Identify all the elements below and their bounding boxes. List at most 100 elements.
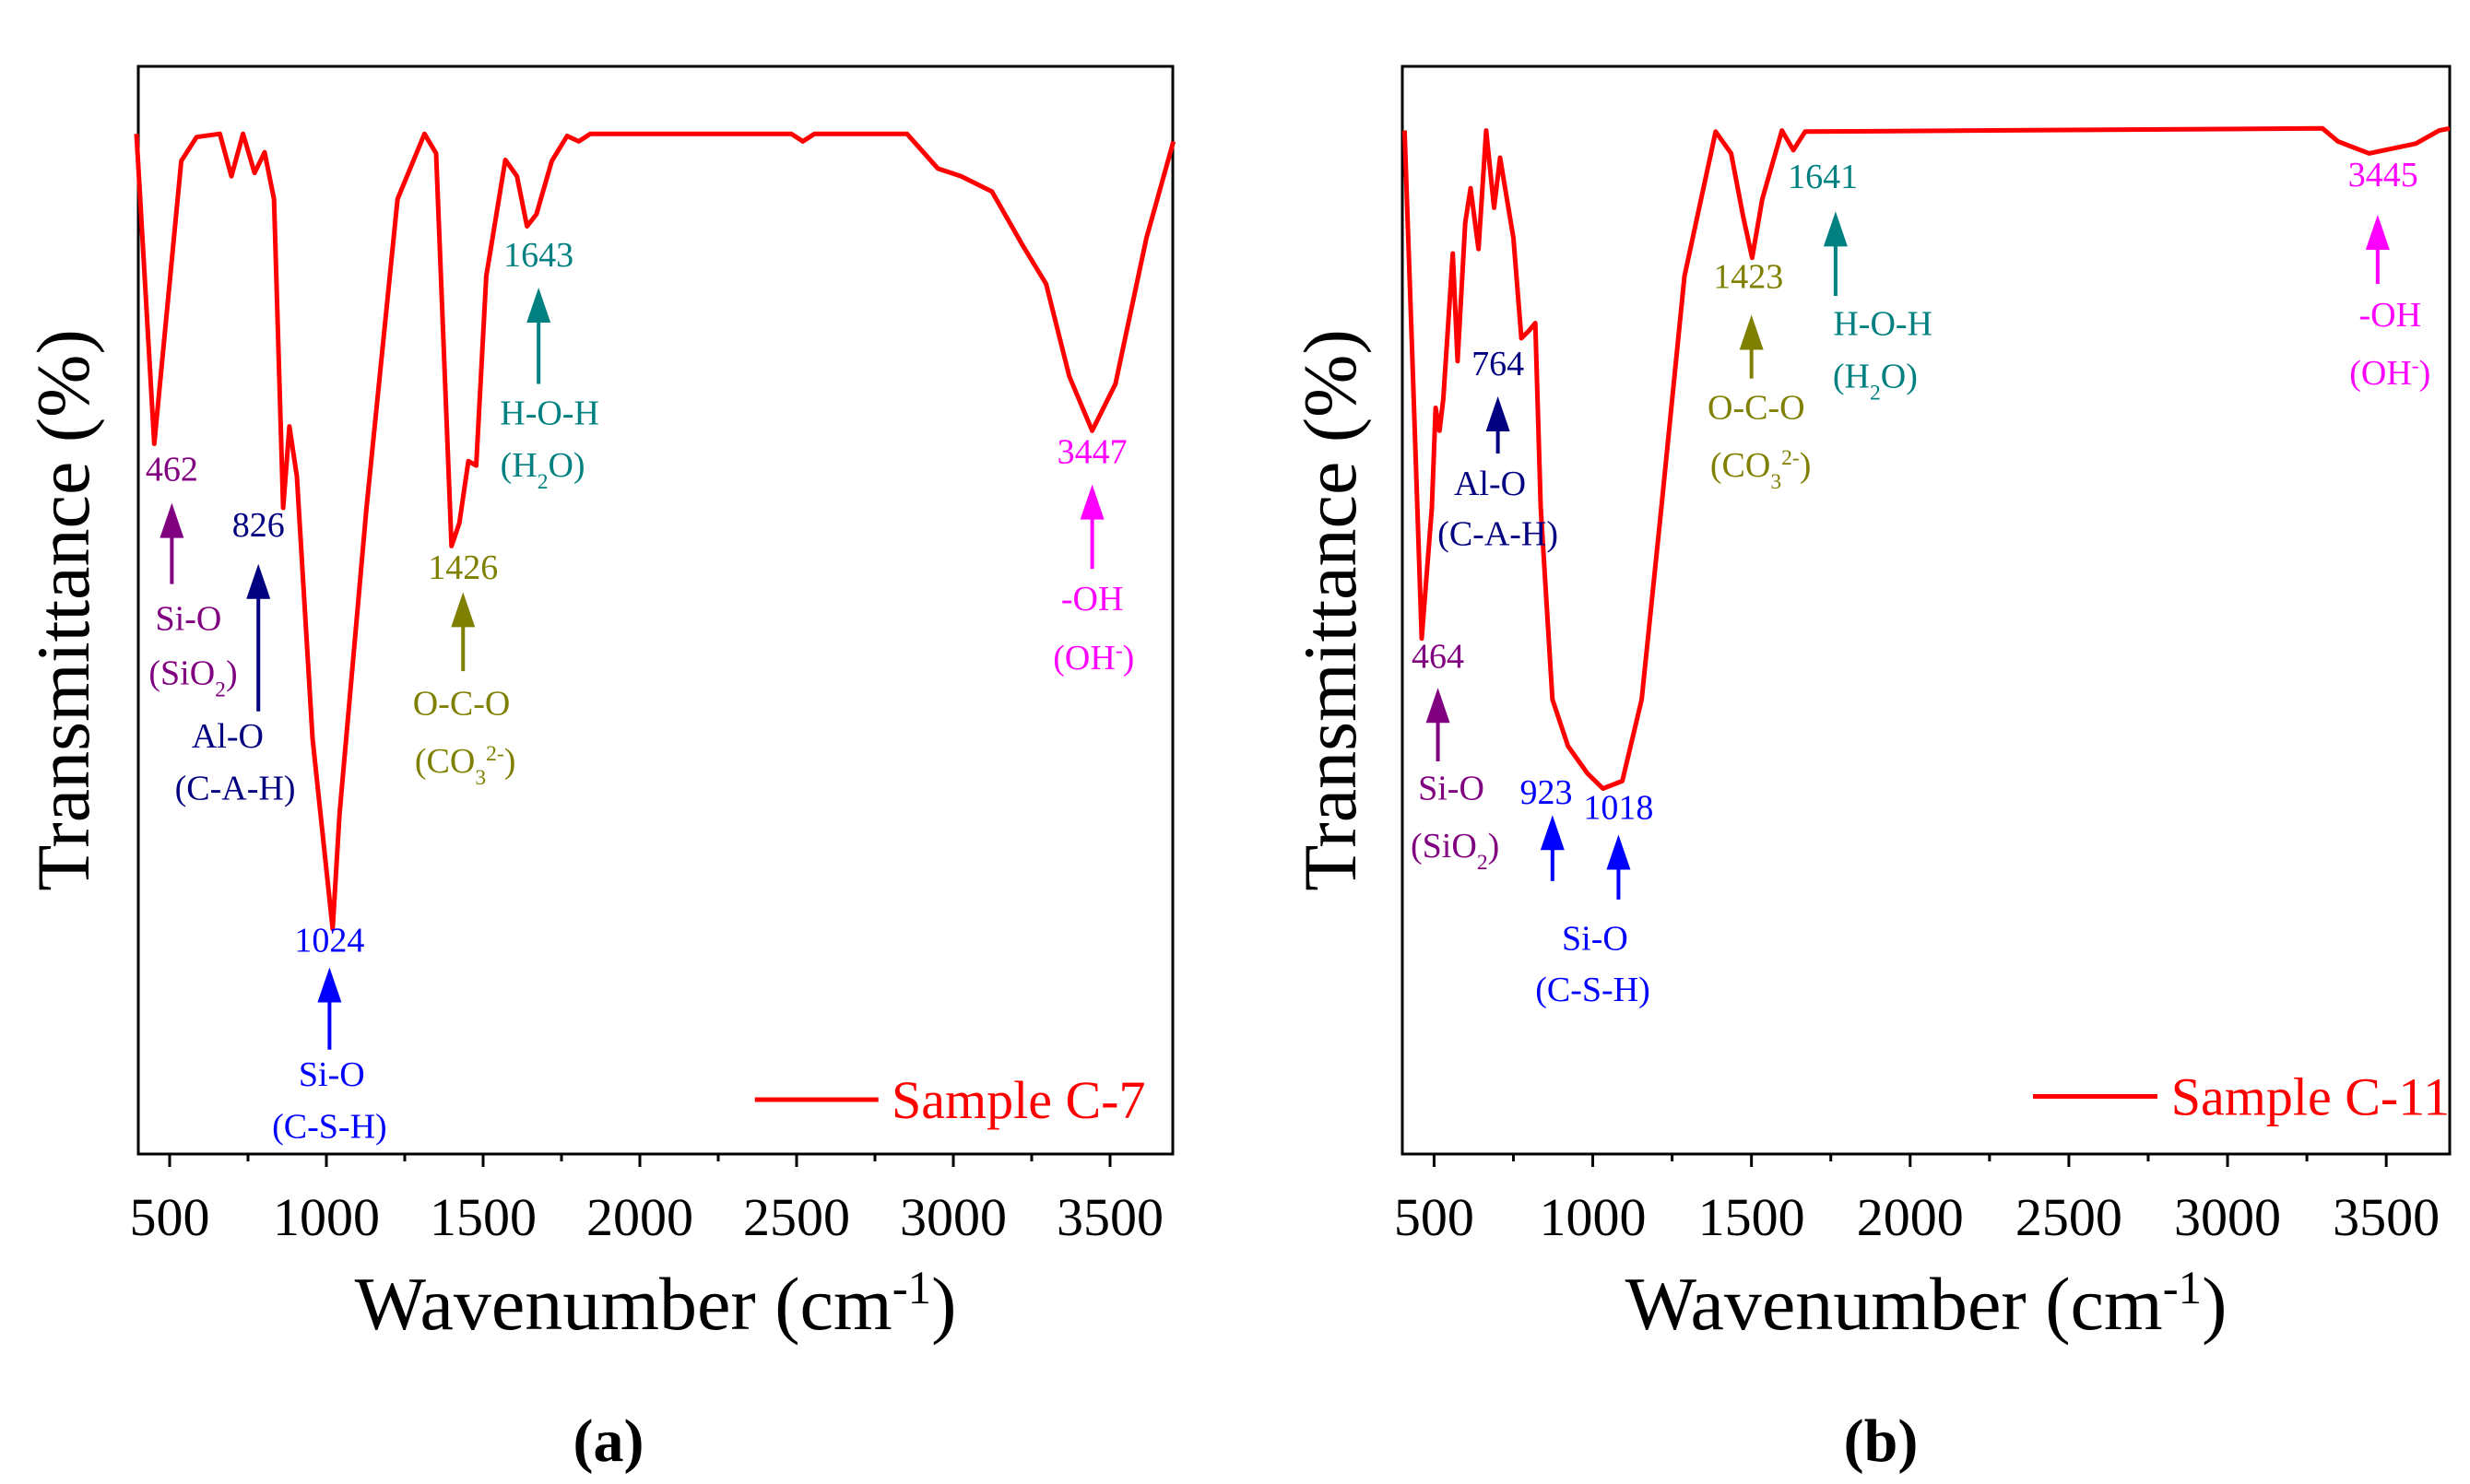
peak-assignment-label: -OH	[2359, 296, 2422, 335]
peak-assignment-label: (SiO2)	[148, 654, 237, 701]
arrow-up-icon	[1540, 815, 1565, 851]
peak-assignment-label: H-O-H	[500, 394, 599, 432]
spectrum-line	[1401, 125, 2451, 791]
peak-annotation: 3447 -OH (OH-)	[1053, 433, 1134, 677]
x-axis-title: Wavenumber (cm-1)	[1625, 1262, 2228, 1346]
text-part: Si-O	[1562, 919, 1628, 958]
text-part: (OH	[1053, 639, 1116, 677]
text-part: (H	[1833, 357, 1870, 395]
text-part: (C-S-H)	[272, 1108, 387, 1147]
arrow-up-icon	[2365, 214, 2390, 250]
peak-assignment-label: (C-S-H)	[1535, 971, 1650, 1009]
superscript: -	[2412, 354, 2419, 378]
text-part: (C-S-H)	[1535, 971, 1650, 1009]
text-part: )	[931, 1262, 956, 1346]
text-part: (C-A-H)	[1437, 514, 1558, 553]
subscript: 2	[1477, 851, 1488, 875]
superscript: -	[1116, 639, 1123, 663]
peak-assignment-label: (OH-)	[2349, 354, 2430, 393]
plot-frame	[136, 65, 1175, 1156]
peak-assignment-label: Si-O	[1418, 770, 1484, 808]
text-part: O-C-O	[1708, 389, 1805, 428]
panel-label: (a)	[573, 1407, 644, 1475]
x-axis-title: Wavenumber (cm-1)	[355, 1262, 957, 1346]
peak-wavenumber-label: 3445	[2348, 156, 2418, 194]
text-part: )	[1488, 827, 1500, 866]
x-tick-label: 3000	[2174, 1187, 2281, 1247]
peak-assignment-label: (CO32-)	[1710, 446, 1812, 494]
text-part: O)	[548, 446, 585, 485]
peak-wavenumber-label: 1018	[1583, 789, 1653, 828]
arrow-up-icon	[451, 592, 476, 628]
peak-assignment-label: Si-O	[156, 599, 222, 638]
legend-label: Sample C-7	[892, 1070, 1145, 1130]
legend-label: Sample C-11	[2171, 1066, 2450, 1126]
peak-wavenumber-label: 764	[1471, 345, 1524, 383]
text-part: (SiO	[148, 654, 215, 692]
superscript: 2-	[486, 742, 504, 766]
x-tick-label: 1000	[1540, 1187, 1647, 1247]
text-part: Si-O	[299, 1055, 365, 1094]
peak-assignment-label: O-C-O	[1708, 389, 1805, 428]
text-part: (OH	[2349, 354, 2412, 393]
text-part: )	[2419, 354, 2431, 393]
text-part: Al-O	[192, 717, 264, 756]
superscript: 2-	[1781, 446, 1800, 470]
peak-assignment-label: (OH-)	[1053, 639, 1134, 677]
peak-assignment-label: O-C-O	[413, 684, 511, 723]
text-part: Si-O	[156, 599, 222, 638]
peak-assignment-label: Al-O	[1454, 465, 1526, 503]
peak-annotation: 462 Si-O (SiO2)	[146, 451, 238, 702]
text-part: Wavenumber (cm	[1625, 1262, 2163, 1346]
arrow-up-icon	[1485, 396, 1510, 431]
peak-assignment-label: Si-O	[1562, 919, 1628, 958]
arrow-up-icon	[317, 967, 342, 1003]
subscript: 3	[475, 766, 486, 790]
x-tick-label: 500	[1394, 1187, 1474, 1247]
panel-label: (b)	[1844, 1407, 1919, 1475]
arrow-up-icon	[246, 563, 271, 599]
y-axis-title: Transmittance (%)	[21, 329, 105, 891]
subscript: 2	[538, 470, 549, 494]
text-part: (CO	[1710, 446, 1770, 485]
text-part: )	[226, 654, 238, 692]
x-tick-label: 3500	[2333, 1187, 2440, 1247]
text-part: )	[1123, 639, 1135, 677]
peak-wavenumber-label: 1423	[1713, 258, 1783, 297]
x-tick-label: 1000	[273, 1187, 380, 1247]
peak-assignment-label: (H2O)	[501, 446, 585, 494]
peak-annotation: 3445 -OH (OH-)	[2348, 156, 2431, 393]
arrow-up-icon	[1606, 834, 1631, 870]
peak-assignment-label: Al-O	[192, 717, 264, 756]
peak-annotation: 1426 O-C-O (CO32-)	[413, 548, 516, 790]
panel-b: 500 1000 1500 2000 2500 3000 3500 Wavenumber (c…	[1288, 65, 2452, 1475]
x-tick-label: 3000	[900, 1187, 1007, 1247]
subscript: 2	[1870, 381, 1881, 405]
text-part: O)	[1881, 357, 1918, 395]
peak-wavenumber-label: 1643	[503, 236, 573, 275]
peak-annotation: 1643 H-O-H (H2O)	[500, 236, 599, 494]
x-tick-label: 1500	[430, 1187, 537, 1247]
peak-wavenumber-label: 1641	[1788, 158, 1858, 196]
panel-a: 500 1000 1500 2000 2500 3000 3500 Wavenumber (c…	[21, 65, 1176, 1475]
text-part: (H	[501, 446, 538, 485]
peak-wavenumber-label: 923	[1519, 773, 1572, 812]
peak-annotation: 923	[1519, 773, 1572, 881]
arrow-up-icon	[1425, 688, 1450, 724]
peak-assignment-label: (H2O)	[1833, 357, 1918, 405]
x-tick-label: 500	[130, 1187, 210, 1247]
peak-wavenumber-label: 826	[232, 506, 285, 545]
peak-wavenumber-label: 464	[1412, 638, 1464, 677]
peak-annotation: 464 Si-O (SiO2)	[1411, 638, 1499, 876]
peak-assignment-label: -OH	[1061, 580, 1124, 618]
superscript: -1	[2163, 1262, 2202, 1313]
peak-assignment-label: (C-A-H)	[175, 770, 296, 808]
x-tick-label: 1500	[1698, 1187, 1805, 1247]
subscript: 3	[1770, 470, 1781, 494]
text-part: (C-A-H)	[175, 770, 296, 808]
text-part: )	[2202, 1262, 2227, 1346]
text-part: (CO	[415, 742, 475, 781]
x-tick-label: 2500	[2015, 1187, 2122, 1247]
peak-annotation: 826 Al-O (C-A-H)	[175, 506, 296, 808]
peak-annotation: 1423 O-C-O (CO32-)	[1708, 258, 1811, 494]
